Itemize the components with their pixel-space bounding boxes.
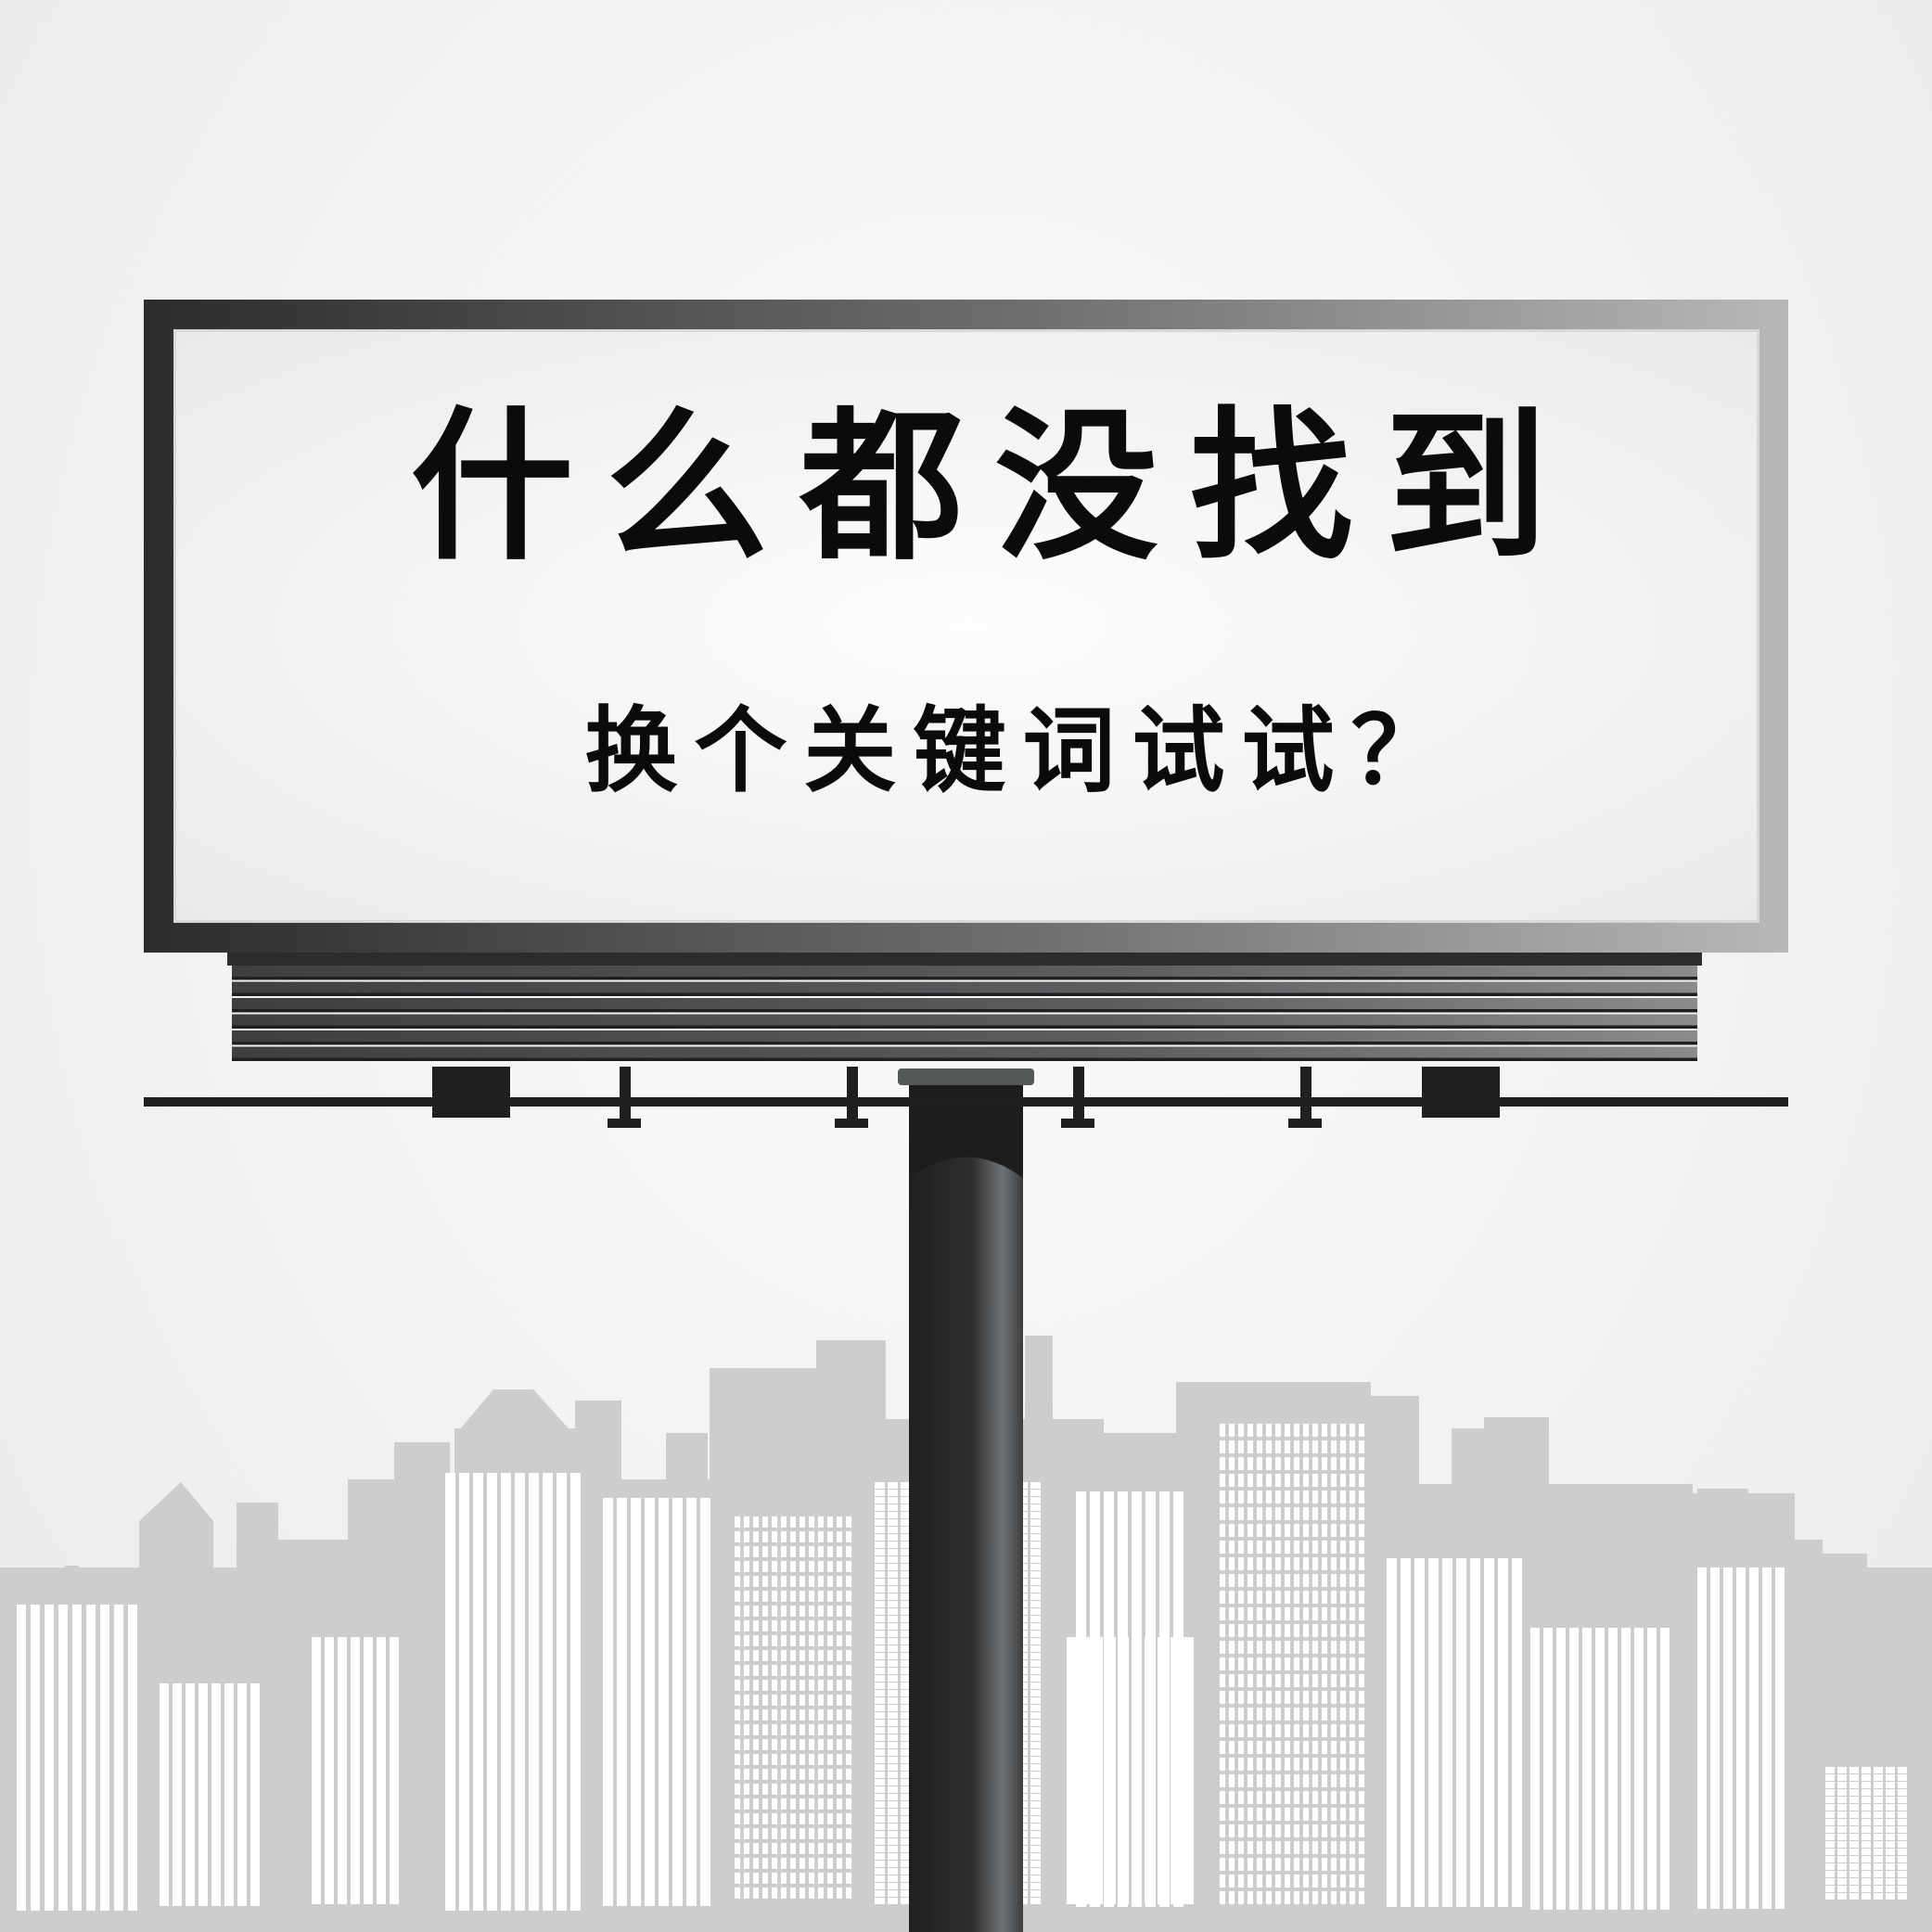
support-pole-icon [898,1068,1034,1932]
louver-panel [227,953,1702,1061]
building-windows [17,1424,1907,1911]
catwalk [144,1067,1788,1128]
billboard-subline: 换个关键词试试？ [584,697,1461,805]
billboard [144,300,1788,953]
billboard-headline: 什么都没找到 [410,392,1580,582]
